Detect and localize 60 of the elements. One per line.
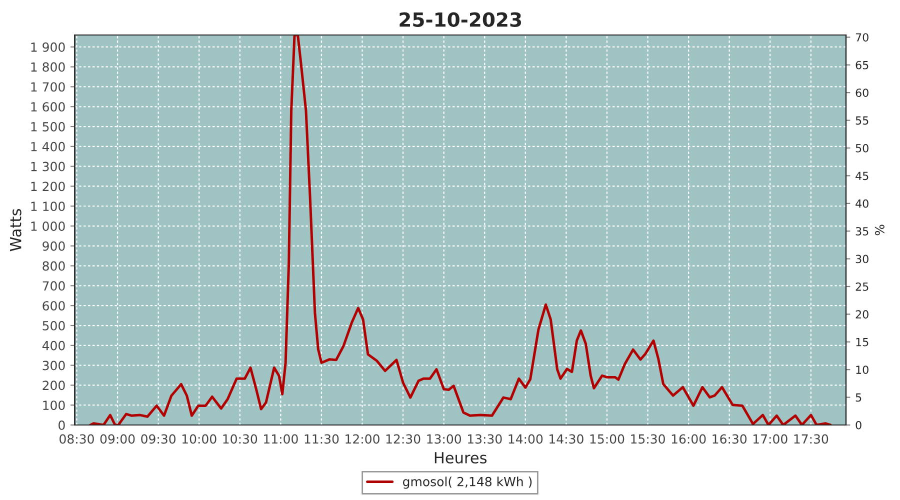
y-tick-label: 900	[42, 241, 65, 251]
y2-tick-label: 20	[856, 310, 868, 319]
y-axis-title: Watts	[10, 209, 22, 252]
y2-axis-title: %	[874, 224, 884, 236]
y-tick-label: 1 400	[31, 142, 65, 152]
x-tick-label: 12:00	[346, 434, 380, 444]
y2-tick-label: 70	[856, 33, 868, 42]
y2-tick-label: 40	[856, 199, 868, 208]
y2-tick-label: 35	[856, 227, 868, 236]
y-tick-label: 1 600	[31, 102, 65, 112]
y-tick-label: 200	[42, 380, 65, 390]
x-tick-label: 11:00	[264, 434, 298, 444]
legend-label: gmosol( 2,148 kWh )	[403, 476, 532, 489]
y-tick-label: 300	[42, 360, 65, 370]
y-tick-label: 1 300	[31, 162, 65, 172]
y2-tick-label: 50	[856, 144, 868, 152]
x-tick-label: 15:30	[631, 434, 665, 444]
x-tick-label: 16:00	[672, 434, 706, 444]
x-tick-label: 14:00	[508, 434, 543, 444]
y-tick-label: 800	[42, 261, 65, 271]
x-tick-label: 13:00	[427, 434, 462, 444]
y2-tick-label: 15	[856, 338, 868, 346]
y-tick-label: 600	[42, 301, 65, 311]
x-tick-label: 10:00	[182, 434, 216, 444]
x-tick-label: 14:30	[550, 434, 584, 444]
x-tick-label: 09:30	[141, 434, 176, 444]
x-tick-label: 09:00	[100, 434, 135, 444]
x-tick-label: 08:30	[60, 434, 94, 444]
y-tick-label: 1 800	[31, 62, 65, 72]
y-tick-label: 1 200	[31, 182, 65, 192]
y2-tick-label: 55	[856, 116, 868, 125]
y-tick-label: 1 100	[31, 202, 65, 212]
y2-tick-label: 25	[856, 282, 868, 291]
y-tick-label: 1 700	[31, 82, 65, 92]
y2-tick-label: 45	[856, 172, 868, 180]
y-tick-label: 1 000	[31, 221, 65, 231]
x-tick-label: 11:30	[304, 434, 339, 444]
x-tick-label: 17:00	[753, 434, 788, 444]
y-tick-label: 1 500	[31, 122, 65, 132]
y2-tick-label: 65	[856, 60, 868, 70]
x-tick-label: 15:00	[590, 434, 624, 444]
chart-title: 25-10-2023	[400, 12, 521, 27]
y2-tick-label: 60	[856, 88, 868, 97]
y-tick-label: 1 900	[31, 42, 65, 52]
y-tick-label: 400	[42, 340, 65, 350]
x-axis-title: Heures	[434, 452, 487, 464]
x-tick-label: 16:30	[712, 434, 747, 444]
y2-tick-label: 5	[856, 393, 862, 402]
y2-tick-label: 10	[856, 366, 868, 374]
y2-tick-label: 0	[856, 420, 862, 430]
y-tick-label: 700	[42, 281, 65, 291]
x-tick-label: 10:30	[223, 434, 258, 444]
y2-tick-label: 30	[856, 254, 868, 264]
x-tick-label: 13:30	[468, 434, 502, 444]
x-tick-label: 12:30	[386, 434, 420, 444]
line-series	[89, 35, 832, 425]
y-tick-label: 500	[42, 320, 65, 330]
y-tick-label: 0	[58, 420, 65, 430]
y-tick-label: 100	[43, 400, 65, 410]
x-tick-label: 17:30	[794, 434, 828, 444]
